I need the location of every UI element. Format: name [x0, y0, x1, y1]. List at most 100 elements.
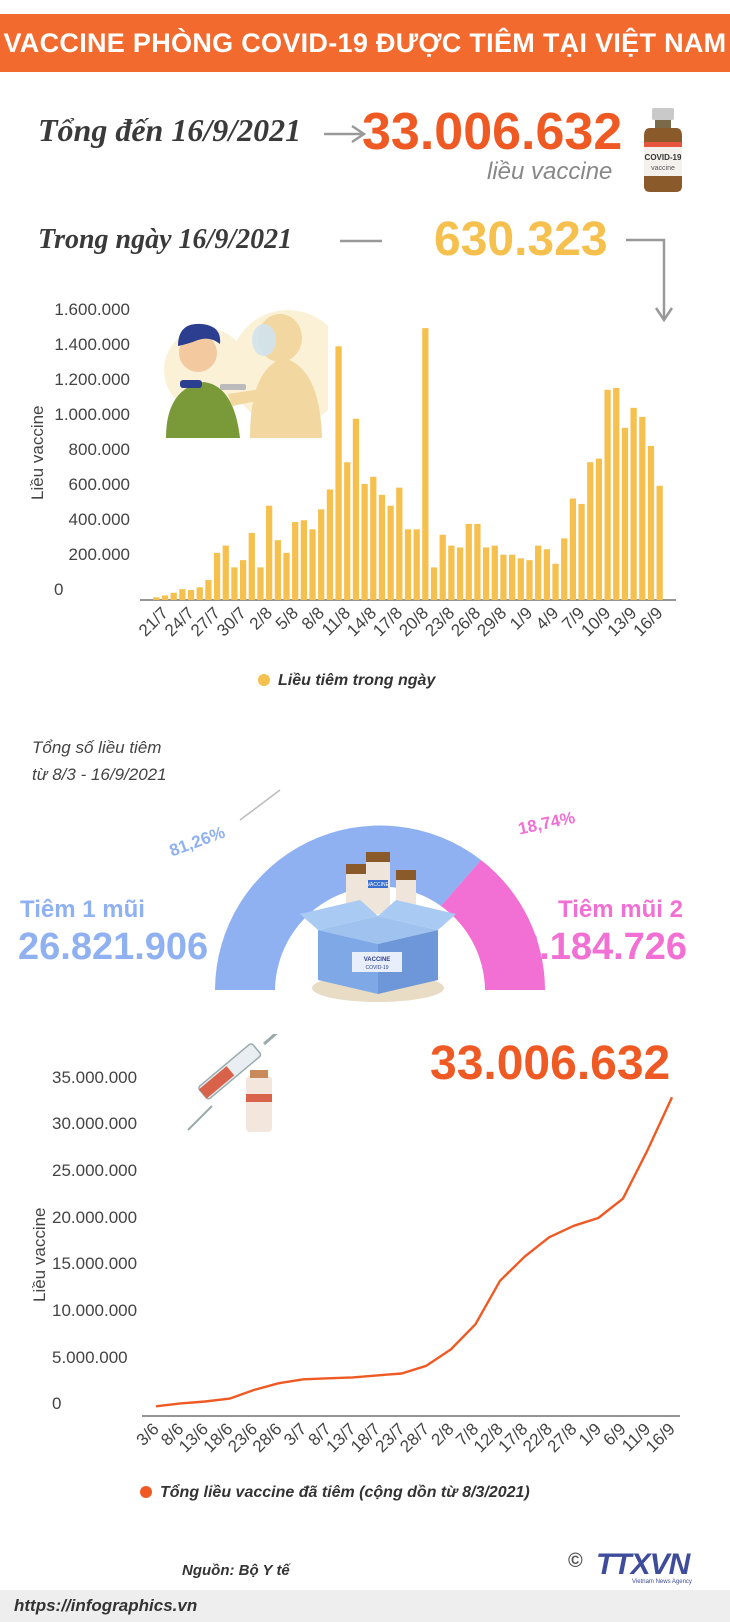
bar-4/8: [283, 552, 290, 600]
bar-17/8: [396, 487, 403, 600]
bar-24/8: [456, 547, 464, 600]
bar-27/7: [213, 552, 221, 600]
bar-10/9: [604, 389, 611, 600]
bar-ytick: 400.000: [68, 510, 130, 529]
bar-22/7: [170, 592, 177, 600]
bar-3/8: [274, 540, 281, 600]
line-xtick-27/8: 27/8: [544, 1419, 581, 1456]
bar-12/8: [352, 418, 360, 600]
bar-16/9: [656, 485, 663, 600]
bar-xtick-1/9: 1/9: [506, 603, 536, 633]
bar-11/8: [344, 462, 351, 600]
bar-xtick-2/8: 2/8: [246, 603, 276, 633]
bar-5/8: [292, 522, 299, 600]
bar-xtick-4/9: 4/9: [532, 603, 562, 633]
bar-9/8: [326, 489, 334, 600]
bar-xtick-5/8: 5/8: [272, 603, 302, 633]
bar-5/9: [561, 538, 568, 600]
bar-chart-legend: Liều tiêm trong ngày: [258, 672, 435, 690]
bar-15/8: [378, 494, 386, 600]
bar-3/9: [543, 549, 550, 600]
line-ytick: 15.000.000: [52, 1254, 138, 1273]
bar-legend-text: Liều tiêm trong ngày: [278, 672, 436, 689]
bar-8/9: [587, 462, 594, 600]
box-label-bottom: COVID-19: [365, 965, 388, 971]
bar-9/9: [595, 458, 603, 600]
total-label: Tổng đến 16/9/2021: [38, 112, 302, 148]
line-xtick-16/9: 16/9: [642, 1419, 679, 1456]
bar-30/8: [509, 554, 516, 600]
source-note: Nguồn: Bộ Y tế: [182, 1562, 290, 1579]
dose-share-donut: 81,26% 18,74% VACCINE VACCINE COVID-19: [167, 789, 577, 1002]
bar-xtick-30/7: 30/7: [213, 603, 250, 640]
bar-16/8: [387, 505, 394, 600]
bar-21/8: [430, 567, 438, 600]
line-legend-text: Tổng liều vaccine đã tiêm (cộng dồn từ 8…: [160, 1484, 530, 1501]
dash-connector: [340, 239, 382, 243]
legend-dot-yellow: [258, 674, 270, 686]
bar-28/8: [491, 545, 498, 600]
bar-23/8: [448, 545, 455, 600]
cumulative-line: [155, 1096, 674, 1408]
bar-21/7: [161, 595, 169, 600]
bar-26/7: [205, 580, 212, 600]
bar-7/8: [309, 529, 316, 600]
dose2-label: Tiêm mũi 2: [558, 896, 683, 923]
bar-ytick: 1.000.000: [54, 405, 130, 424]
total-unit: liều vaccine: [487, 158, 613, 185]
bar-19/8: [413, 529, 420, 600]
bar-10/8: [335, 346, 342, 600]
daily-doses-bar-chart: 21/724/727/730/72/85/88/811/814/817/820/…: [135, 328, 676, 640]
line-xtick-28/6: 28/6: [249, 1419, 286, 1456]
vaccine-vial-icon: COVID-19 vaccine: [644, 108, 682, 192]
day-value: 630.323: [434, 213, 608, 266]
syringe-icon: [187, 1034, 278, 1132]
bar-ytick: 600.000: [68, 475, 130, 494]
bar-6/9: [569, 498, 577, 600]
bar-ytick: 800.000: [68, 440, 130, 459]
bar-29/7: [231, 567, 238, 600]
dose2-value: 6.184.726: [518, 926, 688, 968]
title-banner: VACCINE PHÒNG COVID-19 ĐƯỢC TIÊM TẠI VIỆ…: [0, 14, 730, 72]
arrow-down-icon: [626, 238, 674, 323]
bar-27/8: [482, 547, 490, 600]
legend-dot-orange: [140, 1486, 152, 1498]
dose1-value: 26.821.906: [18, 926, 209, 968]
bar-ytick: 1.600.000: [54, 300, 130, 319]
bar-14/9: [639, 416, 646, 600]
bar-2/8: [266, 505, 273, 600]
website-link[interactable]: https://infographics.vn: [14, 1596, 198, 1615]
bar-13/9: [630, 407, 637, 600]
page-title: VACCINE PHÒNG COVID-19 ĐƯỢC TIÊM TẠI VIỆ…: [3, 28, 727, 58]
bar-22/8: [439, 534, 446, 600]
bar-ytick: 200.000: [68, 545, 130, 564]
ttxvn-logo: TTXVN: [596, 1548, 690, 1581]
bar-29/8: [500, 554, 507, 600]
bar-2/9: [535, 545, 542, 600]
bar-25/7: [196, 587, 203, 600]
line-chart-legend: Tổng liều vaccine đã tiêm (cộng dồn từ 8…: [140, 1484, 530, 1502]
cumulative-total: 33.006.632: [430, 1037, 671, 1090]
line-ytick: 0: [52, 1394, 62, 1413]
bar-12/9: [621, 427, 629, 600]
bar-31/7: [248, 532, 255, 600]
bar-1/8: [257, 567, 264, 600]
bar-26/8: [474, 523, 481, 600]
bar-4/9: [552, 563, 559, 600]
bar-7/9: [578, 503, 585, 600]
bar-14/8: [370, 476, 377, 600]
bar-ytick: 1.200.000: [54, 370, 130, 389]
bar-xtick-29/8: 29/8: [473, 603, 510, 640]
line-ytick: 10.000.000: [52, 1301, 138, 1320]
bar-23/7: [179, 589, 186, 600]
line-ytick: 5.000.000: [52, 1348, 128, 1367]
line-ytick: 20.000.000: [52, 1208, 138, 1227]
bar-25/8: [465, 523, 472, 600]
bar-30/7: [239, 560, 247, 600]
donut-caption-line2: từ 8/3 - 16/9/2021: [32, 765, 167, 784]
bar-31/8: [517, 558, 524, 600]
bar-15/9: [647, 445, 655, 600]
dose2-pct: 18,74%: [516, 808, 576, 839]
bar-xtick-16/9: 16/9: [630, 603, 667, 640]
bar-20/7: [153, 597, 160, 600]
